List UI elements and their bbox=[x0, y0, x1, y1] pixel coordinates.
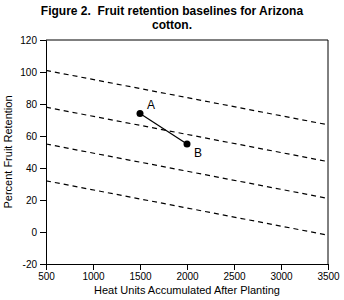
y-axis-tick-mark bbox=[40, 168, 46, 169]
y-axis-tick: 40 bbox=[26, 163, 46, 174]
y-axis-tick-mark bbox=[40, 264, 46, 265]
y-axis-tick-mark bbox=[40, 200, 46, 201]
title: Figure 2. Fruit retention baselines for … bbox=[41, 4, 304, 32]
x-axis-tick: 1500 bbox=[129, 264, 152, 282]
x-axis-tick-label: 500 bbox=[38, 271, 55, 282]
y-axis-tick: 80 bbox=[26, 99, 46, 110]
y-axis-tick: 20 bbox=[26, 195, 46, 206]
series-line bbox=[46, 181, 328, 235]
y-axis-tick: -20 bbox=[23, 259, 46, 270]
series-line bbox=[46, 107, 328, 161]
x-axis-tick-mark bbox=[328, 264, 329, 270]
frame bbox=[46, 40, 328, 41]
point bbox=[137, 110, 144, 117]
point bbox=[184, 141, 191, 148]
series-line bbox=[140, 114, 187, 144]
y-axis-tick-mark bbox=[40, 232, 46, 233]
x-axis-tick-label: 1500 bbox=[129, 271, 152, 282]
y-axis-tick-label: 120 bbox=[20, 35, 37, 46]
title-line: cotton. bbox=[152, 18, 192, 32]
y-axis-title: Percent Fruit Retention bbox=[2, 95, 14, 208]
y-axis-tick-label: 20 bbox=[26, 195, 38, 206]
y-axis-tick-label: 80 bbox=[26, 99, 38, 110]
x-axis-tick-mark bbox=[140, 264, 141, 270]
chart: Figure 2. Fruit retention baselines for … bbox=[0, 0, 344, 300]
x-axis-tick: 2500 bbox=[223, 264, 246, 282]
annotations: AB bbox=[147, 98, 202, 160]
x-axis-tick-mark bbox=[234, 264, 235, 270]
x-axis-tick-label: 3500 bbox=[317, 271, 340, 282]
x-axis-tick-mark bbox=[281, 264, 282, 270]
x-axis-tick-label: 2000 bbox=[176, 271, 199, 282]
x-axis-tick-label: 1000 bbox=[82, 271, 105, 282]
annotation: B bbox=[194, 146, 202, 160]
x-axis-tick: 3500 bbox=[317, 264, 340, 282]
x-axis-tick: 2000 bbox=[176, 264, 199, 282]
y-axis-tick: 120 bbox=[20, 35, 46, 46]
y-axis-tick-mark bbox=[40, 104, 46, 105]
y-axis-tick-label: 0 bbox=[31, 227, 37, 238]
y-axis-tick: 0 bbox=[31, 227, 46, 238]
plot: 500 1000 1500 2000 2500 3000 3500 -20 0 20 40 60 80 1… bbox=[20, 35, 340, 282]
marks bbox=[46, 70, 328, 235]
y-axis-line bbox=[40, 41, 47, 265]
y-axis-tick-label: 100 bbox=[20, 67, 37, 78]
x-axis-tick: 3000 bbox=[270, 264, 293, 282]
y-axis-tick-mark bbox=[40, 40, 46, 41]
frame bbox=[328, 40, 329, 264]
y-axis-tick: 100 bbox=[20, 67, 46, 78]
y-axis: -20 0 20 40 60 80 100 120 bbox=[20, 35, 46, 270]
x-axis-tick-label: 2500 bbox=[223, 271, 246, 282]
x-axis-tick-mark bbox=[93, 264, 94, 270]
y-axis-tick-label: 40 bbox=[26, 163, 38, 174]
x-axis-tick-mark bbox=[187, 264, 188, 270]
y-axis-tick-mark bbox=[40, 136, 46, 137]
series-line bbox=[46, 70, 328, 124]
y-axis-tick: 60 bbox=[26, 131, 46, 142]
y-axis-tick-label: -20 bbox=[23, 259, 38, 270]
x-axis: 500 1000 1500 2000 2500 3000 3500 bbox=[38, 264, 340, 282]
x-axis-tick: 500 bbox=[38, 264, 55, 282]
annotation: A bbox=[147, 98, 155, 112]
x-axis-tick: 1000 bbox=[82, 264, 105, 282]
series-line bbox=[46, 144, 328, 198]
x-axis-title: Heat Units Accumulated After Planting bbox=[94, 284, 280, 296]
x-axis-line bbox=[47, 265, 329, 271]
y-axis-tick-mark bbox=[40, 72, 46, 73]
title-line: Figure 2. Fruit retention baselines for … bbox=[41, 4, 304, 18]
x-axis-tick-label: 3000 bbox=[270, 271, 293, 282]
y-axis-tick-label: 60 bbox=[26, 131, 38, 142]
